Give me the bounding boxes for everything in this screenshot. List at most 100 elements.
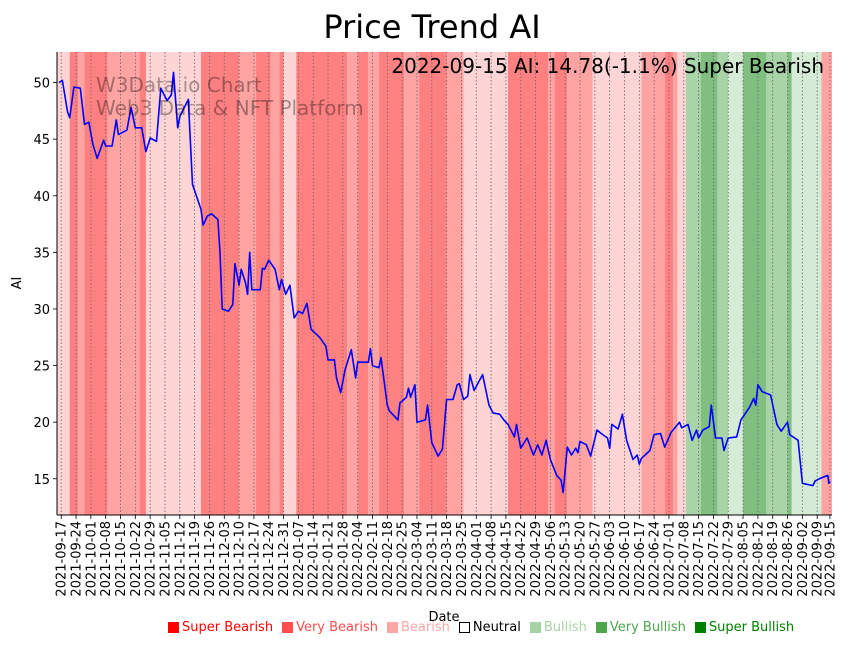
sentiment-band	[548, 52, 555, 515]
sentiment-band	[69, 52, 79, 515]
sentiment-band	[145, 52, 201, 515]
x-tick-label: 2022-02-25	[396, 521, 411, 597]
sentiment-band	[700, 52, 718, 515]
x-tick-label: 2022-02-04	[351, 521, 366, 597]
legend-item: Super Bullish	[694, 620, 795, 635]
x-tick-label: 2022-01-28	[336, 521, 351, 597]
x-tick-label: 2021-12-31	[277, 521, 292, 597]
legend-swatch-icon	[458, 622, 470, 633]
legend-swatch-icon	[168, 622, 179, 633]
x-tick-label: 2021-10-01	[84, 521, 99, 597]
x-tick-label: 2022-03-18	[440, 521, 455, 597]
x-tick-label: 2022-07-08	[677, 521, 692, 597]
sentiment-band	[641, 52, 665, 515]
x-tick-label: 2021-11-26	[203, 521, 218, 597]
sentiment-band	[368, 52, 379, 515]
legend-item: Neutral	[458, 620, 521, 635]
x-tick-label: 2022-03-04	[410, 521, 425, 597]
sentiment-band	[743, 52, 767, 515]
x-tick-label: 2021-09-24	[70, 521, 85, 597]
y-tick-label: 35	[33, 246, 50, 261]
x-tick-label: 2022-07-01	[662, 521, 677, 597]
x-tick-label: 2022-02-11	[366, 521, 381, 597]
y-tick-label: 20	[33, 416, 50, 431]
sentiment-band	[463, 52, 509, 515]
sentiment-band	[200, 52, 240, 515]
sentiment-bands	[57, 52, 832, 515]
x-tick-label: 2021-12-24	[262, 521, 277, 597]
y-axis-label: AI	[10, 277, 25, 290]
legend-swatch-icon	[282, 622, 294, 633]
sentiment-band	[139, 52, 146, 515]
x-tick-label: 2022-06-03	[603, 521, 618, 597]
x-tick-label: 2021-10-29	[144, 521, 159, 597]
x-tick-label: 2022-04-22	[514, 521, 529, 597]
price-series-line	[58, 71, 831, 494]
sentiment-band	[592, 52, 642, 515]
x-tick-label: 2022-04-29	[529, 521, 544, 597]
x-tick-label: 2022-04-01	[470, 521, 485, 597]
x-tick-label: 2022-05-13	[559, 521, 574, 597]
x-tick-label: 2022-05-27	[588, 521, 603, 597]
y-tick-label: 25	[33, 360, 50, 375]
sentiment-band	[673, 52, 678, 515]
sentiment-band	[84, 52, 108, 515]
latest-value-annotation: 2022-09-15 AI: 14.78(-1.1%) Super Bearis…	[391, 54, 824, 78]
y-tick-label: 30	[33, 303, 50, 318]
chart-title: Price Trend AI	[323, 8, 540, 46]
y-tick-label: 50	[33, 77, 50, 92]
x-tick-label: 2021-11-12	[173, 521, 188, 597]
sentiment-band	[378, 52, 405, 515]
sentiment-band	[419, 52, 447, 515]
legend-label: Super Bullish	[708, 620, 795, 635]
sentiment-band	[766, 52, 788, 515]
sentiment-band	[283, 52, 297, 515]
x-tick-label: 2022-05-06	[544, 521, 559, 597]
sentiment-band	[554, 52, 568, 515]
legend-item: Super Bearish	[168, 620, 273, 635]
legend-label: Super Bearish	[182, 620, 274, 635]
legend-item: Bullish	[529, 620, 587, 635]
legend-swatch-icon	[595, 622, 607, 633]
price-line	[58, 71, 831, 494]
y-tick-label: 40	[33, 190, 50, 205]
legend-swatch-icon	[386, 622, 398, 633]
x-tick-label: 2021-12-03	[218, 521, 233, 597]
x-tick-label: 2021-11-19	[188, 521, 203, 597]
x-tick-label: 2021-10-22	[129, 521, 144, 597]
sentiment-band	[357, 52, 369, 515]
legend-item: Very Bullish	[595, 620, 686, 635]
sentiment-band	[256, 52, 271, 515]
watermark-line-1: W3Data.io Chart	[96, 73, 262, 97]
legend-label: Very Bullish	[609, 620, 686, 635]
sentiment-band	[717, 52, 729, 515]
x-tick-label: 2021-12-17	[247, 521, 262, 597]
sentiment-band	[296, 52, 348, 515]
x-tick-label: 2022-06-17	[633, 521, 648, 597]
x-tick-label: 2021-09-17	[55, 521, 70, 597]
x-tick-label: 2022-01-21	[322, 521, 337, 597]
sentiment-band	[57, 52, 70, 515]
legend-label: Bearish	[400, 620, 450, 635]
legend-label: Neutral	[472, 620, 521, 635]
x-tick-label: 2022-09-15	[823, 521, 838, 597]
x-tick-label: 2021-12-10	[233, 521, 248, 597]
x-tick-label: 2022-08-26	[781, 521, 796, 597]
axes: 2021-09-17 2021-09-24 2021-10-01 2021-10-08…	[33, 52, 838, 597]
sentiment-band	[728, 52, 744, 515]
sentiment-band	[821, 52, 832, 515]
legend-swatch-icon	[694, 622, 706, 633]
legend-label: Bullish	[543, 620, 587, 635]
sentiment-band	[78, 52, 85, 515]
x-tick-label: 2021-10-15	[114, 521, 129, 597]
y-tick-label: 45	[33, 133, 50, 148]
sentiment-band	[685, 52, 701, 515]
x-tick-label: 2022-01-14	[307, 521, 322, 597]
x-tick-label: 2022-09-02	[796, 521, 811, 597]
legend-item: Very Bearish	[282, 620, 378, 635]
x-tick-label: 2022-09-09	[811, 521, 826, 597]
x-tick-label: 2022-03-11	[425, 521, 440, 597]
y-tick-label: 15	[33, 473, 50, 488]
sentiment-band	[446, 52, 464, 515]
